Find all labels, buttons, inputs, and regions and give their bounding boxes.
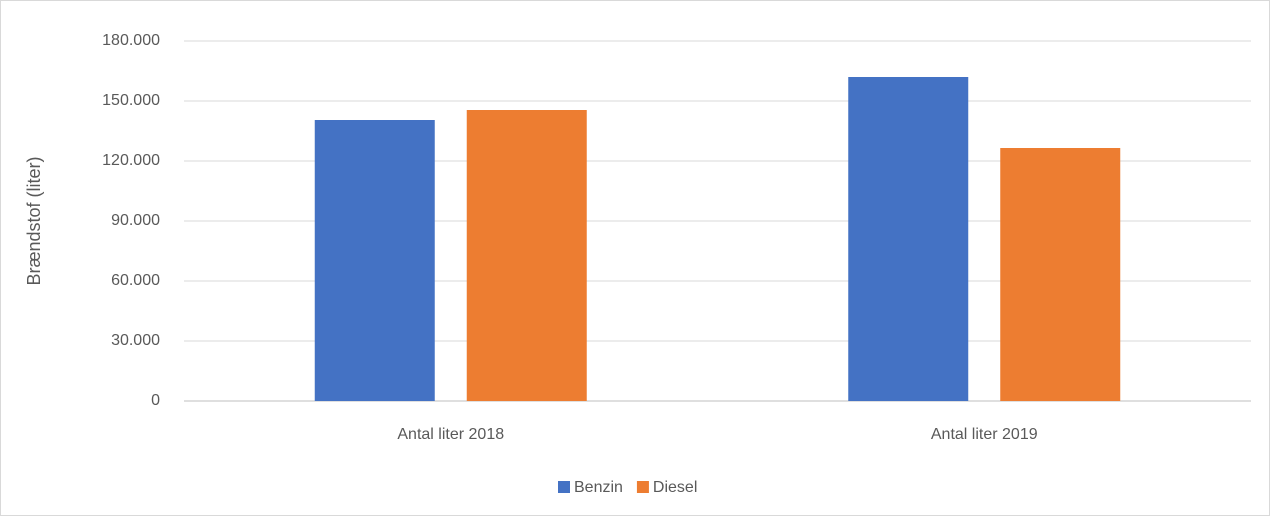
y-tick-label: 30.000 — [111, 332, 160, 349]
legend-swatch — [558, 481, 570, 493]
bar — [314, 120, 435, 401]
legend-swatch — [636, 481, 649, 493]
legend-label: Diesel — [653, 479, 697, 496]
legend-label: Benzin — [574, 479, 623, 496]
x-tick-label: Antal liter 2018 — [397, 426, 504, 443]
bar — [848, 77, 969, 401]
y-tick-label: 150.000 — [102, 92, 160, 109]
bar — [1000, 148, 1121, 401]
y-tick-label: 0 — [151, 392, 160, 409]
x-tick-label: Antal liter 2019 — [931, 426, 1038, 443]
y-tick-label: 120.000 — [102, 152, 160, 169]
bar — [466, 110, 587, 401]
y-axis-label: Brændstof (liter) — [24, 156, 44, 285]
y-tick-label: 90.000 — [111, 212, 160, 229]
y-tick-label: 60.000 — [111, 272, 160, 289]
y-tick-label: 180.000 — [102, 32, 160, 49]
